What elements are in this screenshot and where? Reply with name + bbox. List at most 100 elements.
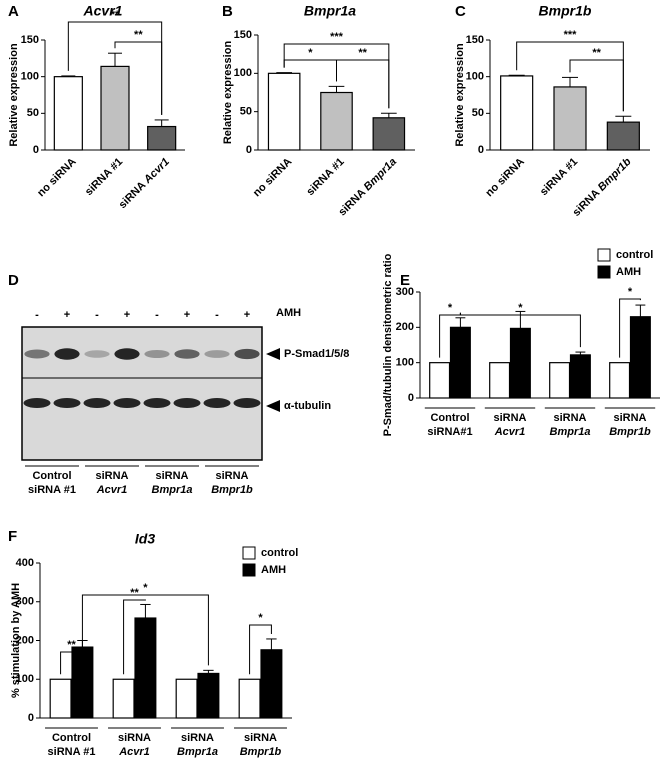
band-psmad: [24, 349, 50, 359]
bar: [609, 362, 631, 399]
y-axis-label: % stimulation by AMH: [10, 583, 22, 698]
legend-swatch: [242, 546, 256, 560]
band-psmad: [54, 348, 80, 360]
y-tick-label: 100: [234, 67, 252, 79]
band-psmad: [204, 350, 230, 358]
bar: [53, 76, 83, 151]
panel-letter: C: [455, 3, 466, 20]
legend-label: control: [261, 547, 298, 559]
bar: [267, 72, 301, 151]
bar: [553, 86, 587, 151]
bar: [260, 649, 283, 719]
significance-label: **: [358, 47, 367, 59]
x-tick-label: siRNA Acvr1: [118, 732, 151, 758]
x-tick-label: siRNA Bmpr1a: [177, 732, 218, 758]
treatment-label: AMH: [276, 307, 301, 319]
y-tick-label: 50: [240, 106, 252, 118]
y-tick-label: 50: [27, 107, 39, 119]
significance-label: *: [258, 612, 263, 624]
y-tick-label: 300: [16, 596, 34, 608]
y-tick-label: 150: [466, 34, 484, 46]
significance-label: **: [592, 47, 601, 59]
y-tick-label: 100: [21, 71, 39, 83]
legend-swatch: [597, 265, 611, 279]
panel-letter: D: [8, 272, 19, 289]
bar: [175, 678, 198, 719]
y-axis-label: Relative expression: [222, 41, 234, 145]
legend-label: AMH: [616, 266, 641, 278]
legend-label: AMH: [261, 564, 286, 576]
group-label: siRNA Bmpr1a: [152, 470, 193, 496]
y-axis-label: Relative expression: [454, 43, 466, 147]
y-tick-label: 100: [16, 673, 34, 685]
y-tick-label: 150: [234, 29, 252, 41]
y-tick-label: 0: [246, 144, 252, 156]
band-label: P-Smad1/5/8: [284, 348, 349, 360]
x-tick-label: no siRNA: [251, 156, 295, 200]
band-tubulin: [113, 398, 141, 408]
band-tubulin: [173, 398, 201, 408]
y-tick-label: 0: [28, 712, 34, 724]
panel-letter: A: [8, 3, 19, 20]
significance-bracket: [619, 298, 641, 358]
panel-letter: E: [400, 272, 410, 289]
lane-sign: -: [155, 309, 159, 321]
bar: [489, 362, 511, 399]
y-tick-label: 0: [408, 392, 414, 404]
lane-sign: +: [124, 309, 130, 321]
significance-label: **: [130, 587, 139, 599]
significance-label: ***: [564, 29, 578, 41]
y-tick-label: 100: [396, 357, 414, 369]
lane-sign: -: [215, 309, 219, 321]
chart-title: Bmpr1b: [539, 3, 592, 19]
y-tick-label: 300: [396, 286, 414, 298]
bar: [372, 117, 406, 151]
band-psmad: [114, 348, 140, 360]
x-tick-label: Control siRNA#1: [427, 412, 472, 438]
group-label: Control siRNA #1: [28, 470, 76, 496]
x-tick-label: no siRNA: [483, 156, 527, 200]
bar: [100, 65, 130, 151]
significance-label: *: [308, 47, 313, 59]
band-tubulin: [233, 398, 261, 408]
x-tick-label: siRNA #1: [83, 156, 125, 198]
bar: [449, 326, 471, 399]
x-tick-label: siRNA #1: [304, 156, 346, 198]
x-tick-label: siRNA #1: [538, 156, 580, 198]
significance-bracket: [81, 594, 209, 666]
panel-letter: F: [8, 528, 17, 545]
bar: [549, 362, 571, 399]
bar: [71, 646, 94, 719]
significance-label: **: [111, 9, 120, 21]
y-tick-label: 0: [33, 144, 39, 156]
legend-swatch: [242, 563, 256, 577]
band-tubulin: [23, 398, 51, 408]
bar: [509, 327, 531, 399]
lane-sign: -: [95, 309, 99, 321]
y-tick-label: 200: [16, 634, 34, 646]
significance-bracket: [459, 312, 581, 348]
significance-label: *: [448, 302, 453, 314]
y-tick-label: 0: [478, 144, 484, 156]
lane-sign: -: [35, 309, 39, 321]
band-psmad: [234, 348, 260, 360]
bar: [238, 678, 261, 719]
significance-label: *: [143, 582, 148, 594]
band-arrow: [266, 348, 280, 360]
group-label: siRNA Bmpr1b: [211, 470, 253, 496]
bar: [500, 75, 534, 151]
group-label: siRNA Acvr1: [95, 470, 128, 496]
band-tubulin: [83, 398, 111, 408]
chart-title: Acvr1: [83, 3, 123, 19]
y-axis-label: P-Smad/tubulin densitometric ratio: [382, 253, 394, 436]
x-tick-label: siRNA Bmpr1a: [550, 412, 591, 438]
y-axis-label: Relative expression: [8, 43, 20, 147]
significance-bracket: [114, 41, 163, 115]
significance-bracket: [336, 59, 390, 109]
bar: [197, 672, 220, 719]
legend-swatch: [597, 248, 611, 262]
bar: [112, 678, 135, 719]
x-tick-label: siRNA Bmpr1b: [570, 155, 633, 218]
bar: [429, 362, 451, 399]
